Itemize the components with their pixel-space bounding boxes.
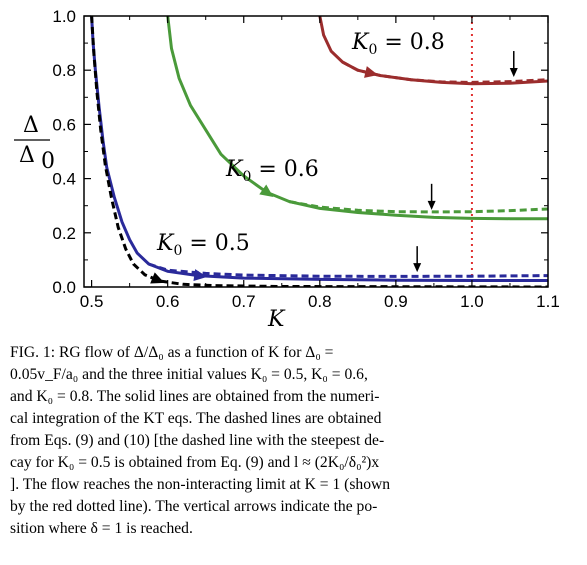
y-axis-label-num: Δ <box>23 113 39 138</box>
series-dashed-line <box>148 262 548 278</box>
y-tick-label: 1.0 <box>52 7 76 26</box>
x-tick-label: 0.7 <box>232 292 256 311</box>
curve-label: K0 = 0.5 <box>156 231 250 259</box>
caption-line: cay for K₀ = 0.5 is obtained from Eq. (9… <box>10 454 380 471</box>
x-tick-label: 0.6 <box>156 292 180 311</box>
caption-line: and K₀ = 0.8. The solid lines are obtain… <box>10 388 380 405</box>
flow-arrow-icon <box>259 184 274 197</box>
delta-arrow-icon <box>509 68 518 78</box>
x-tick-label: 1.0 <box>460 292 484 311</box>
caption-line: 0.05v_F/a₀ and the three initial values … <box>10 366 368 383</box>
caption-line: ]. The flow reaches the non-interacting … <box>10 476 391 493</box>
flow-arrow-icon <box>364 66 379 78</box>
y-axis-label-den: Δ <box>19 143 35 168</box>
caption-line: from Eqs. (9) and (10) [the dashed line … <box>10 432 385 449</box>
curve-label: K0 = 0.8 <box>351 30 445 58</box>
plot-frame <box>83 15 549 288</box>
y-tick-label: 0.0 <box>52 278 76 297</box>
x-tick-label: 1.1 <box>536 292 560 311</box>
flow-arrow-icon <box>150 272 165 284</box>
y-tick-label: 0.6 <box>52 115 76 134</box>
flow-arrow-icon <box>193 269 208 282</box>
series-dashed-line <box>90 16 548 287</box>
series-solid-line <box>90 16 548 282</box>
figure-plot: 0.5 0.6 0.7 0.8 0.9 1.0 1.1 0.0 0.2 0.4 0.6 0.8 1.0 K… <box>14 7 560 332</box>
series-solid-line <box>166 16 548 221</box>
caption-line: cal integration of the KT eqs. The dashe… <box>10 410 382 427</box>
series-dashed-line <box>289 200 548 214</box>
delta-arrow-icon <box>427 200 436 210</box>
figure-caption: FIG. 1: RG flow of Δ/Δ₀ as a function of… <box>10 342 570 540</box>
x-axis-label: K <box>267 307 286 332</box>
x-tick-label: 0.8 <box>308 292 332 311</box>
y-tick-label: 0.8 <box>52 61 76 80</box>
rg-flow-chart: 0.5 0.6 0.7 0.8 0.9 1.0 1.1 0.0 0.2 0.4 0.6 0.8 1.0 K… <box>14 7 560 332</box>
y-axis-label-sub: 0 <box>41 149 55 174</box>
caption-line: sition where δ = 1 is reached. <box>10 520 193 537</box>
curve-label: K0 = 0.6 <box>225 157 319 185</box>
caption-line: FIG. 1: RG flow of Δ/Δ₀ as a function of… <box>10 344 334 361</box>
delta-arrow-icon <box>413 263 422 273</box>
x-tick-label: 0.5 <box>80 292 104 311</box>
y-tick-label: 0.2 <box>52 224 76 243</box>
caption-line: by the red dotted line). The vertical ar… <box>10 498 378 515</box>
x-tick-label: 0.9 <box>384 292 408 311</box>
y-tick-label: 0.4 <box>52 170 76 189</box>
